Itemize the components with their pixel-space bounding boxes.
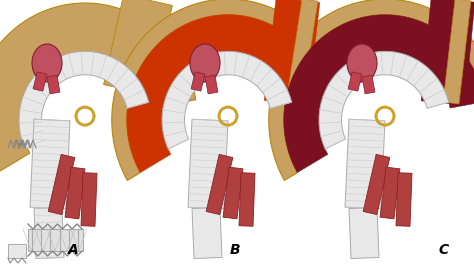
Text: A: A — [68, 243, 79, 257]
Polygon shape — [104, 0, 173, 95]
Polygon shape — [349, 207, 379, 259]
Circle shape — [231, 122, 234, 125]
Circle shape — [392, 115, 395, 118]
Circle shape — [234, 119, 237, 122]
Polygon shape — [112, 0, 343, 180]
Polygon shape — [48, 154, 75, 215]
Bar — [28, 229, 83, 251]
Circle shape — [374, 115, 377, 118]
Polygon shape — [19, 51, 149, 149]
Circle shape — [76, 110, 79, 113]
Circle shape — [379, 122, 382, 125]
Polygon shape — [239, 173, 255, 226]
Polygon shape — [188, 119, 228, 209]
Polygon shape — [380, 167, 400, 219]
Polygon shape — [284, 15, 474, 173]
Circle shape — [376, 110, 379, 113]
Circle shape — [231, 107, 234, 110]
Polygon shape — [264, 0, 320, 106]
Circle shape — [392, 110, 394, 113]
Polygon shape — [30, 119, 70, 209]
Polygon shape — [47, 75, 60, 94]
Circle shape — [222, 107, 225, 110]
Polygon shape — [0, 3, 196, 178]
Polygon shape — [348, 72, 362, 91]
Circle shape — [83, 106, 86, 109]
Circle shape — [236, 115, 238, 118]
Circle shape — [219, 119, 222, 122]
Circle shape — [76, 119, 79, 122]
Bar — [8, 244, 26, 258]
Polygon shape — [33, 72, 47, 91]
Circle shape — [218, 115, 220, 118]
Circle shape — [79, 107, 82, 110]
Polygon shape — [363, 154, 390, 215]
Circle shape — [234, 110, 237, 113]
Polygon shape — [127, 15, 328, 173]
Text: B: B — [229, 243, 240, 257]
Polygon shape — [345, 119, 385, 209]
Ellipse shape — [190, 44, 220, 82]
Polygon shape — [34, 207, 64, 259]
Circle shape — [227, 106, 229, 109]
Circle shape — [222, 122, 225, 125]
Circle shape — [74, 115, 78, 118]
Circle shape — [79, 122, 82, 125]
Polygon shape — [362, 75, 375, 94]
Circle shape — [379, 107, 382, 110]
Polygon shape — [421, 0, 474, 105]
Circle shape — [376, 119, 379, 122]
Polygon shape — [192, 207, 222, 259]
Circle shape — [388, 122, 391, 125]
Ellipse shape — [32, 44, 62, 82]
Polygon shape — [286, 0, 318, 104]
Circle shape — [88, 107, 91, 110]
Polygon shape — [223, 167, 243, 219]
Circle shape — [92, 115, 95, 118]
Ellipse shape — [347, 44, 377, 82]
Circle shape — [392, 119, 394, 122]
Circle shape — [91, 119, 94, 122]
Polygon shape — [319, 51, 449, 149]
Polygon shape — [162, 51, 292, 149]
Circle shape — [383, 124, 386, 126]
Circle shape — [383, 106, 386, 109]
Polygon shape — [205, 75, 218, 94]
Circle shape — [91, 110, 94, 113]
Polygon shape — [396, 173, 412, 226]
Polygon shape — [206, 154, 233, 215]
Polygon shape — [65, 167, 85, 219]
Circle shape — [219, 110, 222, 113]
Polygon shape — [81, 173, 97, 226]
Circle shape — [88, 122, 91, 125]
Polygon shape — [269, 0, 474, 180]
Circle shape — [388, 107, 391, 110]
Circle shape — [227, 124, 229, 126]
Polygon shape — [191, 72, 205, 91]
Polygon shape — [443, 0, 471, 104]
Text: C: C — [438, 243, 448, 257]
Circle shape — [83, 124, 86, 126]
